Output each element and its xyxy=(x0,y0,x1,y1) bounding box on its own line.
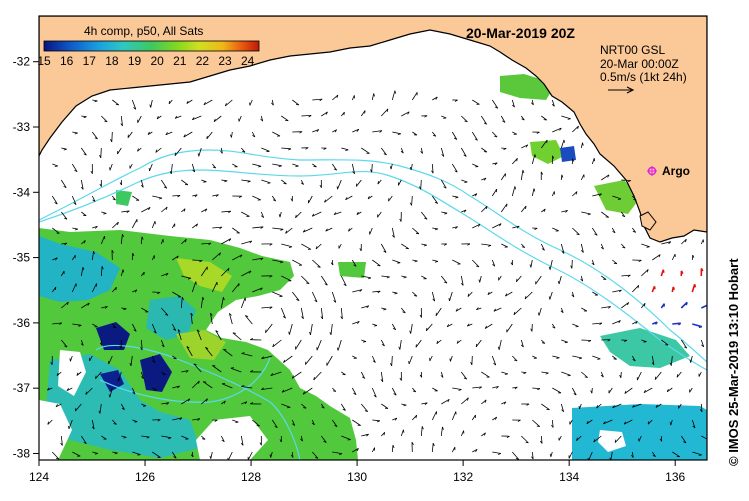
x-tick-label: 124 xyxy=(29,470,49,484)
colorbar-tick-label: 24 xyxy=(241,54,255,68)
colorbar-tick-label: 22 xyxy=(196,54,210,68)
y-tick-label: -33 xyxy=(13,120,31,134)
x-tick-label: 136 xyxy=(665,470,685,484)
side-credit: © IMOS 25-Mar-2019 13:10 Hobart xyxy=(726,258,741,466)
colorbar-tick-label: 20 xyxy=(150,54,164,68)
legend-line-2: 20-Mar 00:00Z xyxy=(600,57,679,71)
argo-label: Argo xyxy=(662,164,690,178)
legend-line-3: 0.5m/s (1kt 24h) xyxy=(600,70,687,84)
legend-line-1: NRT00 GSL xyxy=(600,43,665,57)
sst-patch-speck2 xyxy=(560,146,576,162)
sst-patch-se xyxy=(572,404,707,460)
colorbar-tick-label: 23 xyxy=(218,54,232,68)
x-tick-label: 128 xyxy=(241,470,261,484)
y-tick-label: -35 xyxy=(13,251,31,265)
y-tick-label: -38 xyxy=(13,446,31,460)
sst-patch-speck xyxy=(338,262,366,278)
colorbar-gradient xyxy=(44,41,259,51)
y-tick-label: -37 xyxy=(13,381,31,395)
x-tick-label: 130 xyxy=(347,470,367,484)
colorbar-tick-label: 21 xyxy=(173,54,187,68)
colorbar-tick-label: 18 xyxy=(105,54,119,68)
colorbar-tick-label: 17 xyxy=(83,54,97,68)
y-tick-label: -36 xyxy=(13,316,31,330)
colorbar-title: 4h comp, p50, All Sats xyxy=(84,24,203,38)
date-label: 20-Mar-2019 20Z xyxy=(466,25,575,41)
y-axis: -32 -33 -34 -35 -36 -37 -38 xyxy=(13,55,39,461)
x-tick-label: 126 xyxy=(135,470,155,484)
x-axis: 124 126 128 130 132 134 136 xyxy=(29,460,686,484)
colorbar-tick-label: 15 xyxy=(37,54,51,68)
colorbar-tick-label: 16 xyxy=(60,54,74,68)
x-tick-label: 134 xyxy=(559,470,579,484)
x-tick-label: 132 xyxy=(453,470,473,484)
colorbar-tick-label: 19 xyxy=(128,54,142,68)
y-tick-label: -32 xyxy=(13,55,31,69)
y-tick-label: -34 xyxy=(13,185,31,199)
